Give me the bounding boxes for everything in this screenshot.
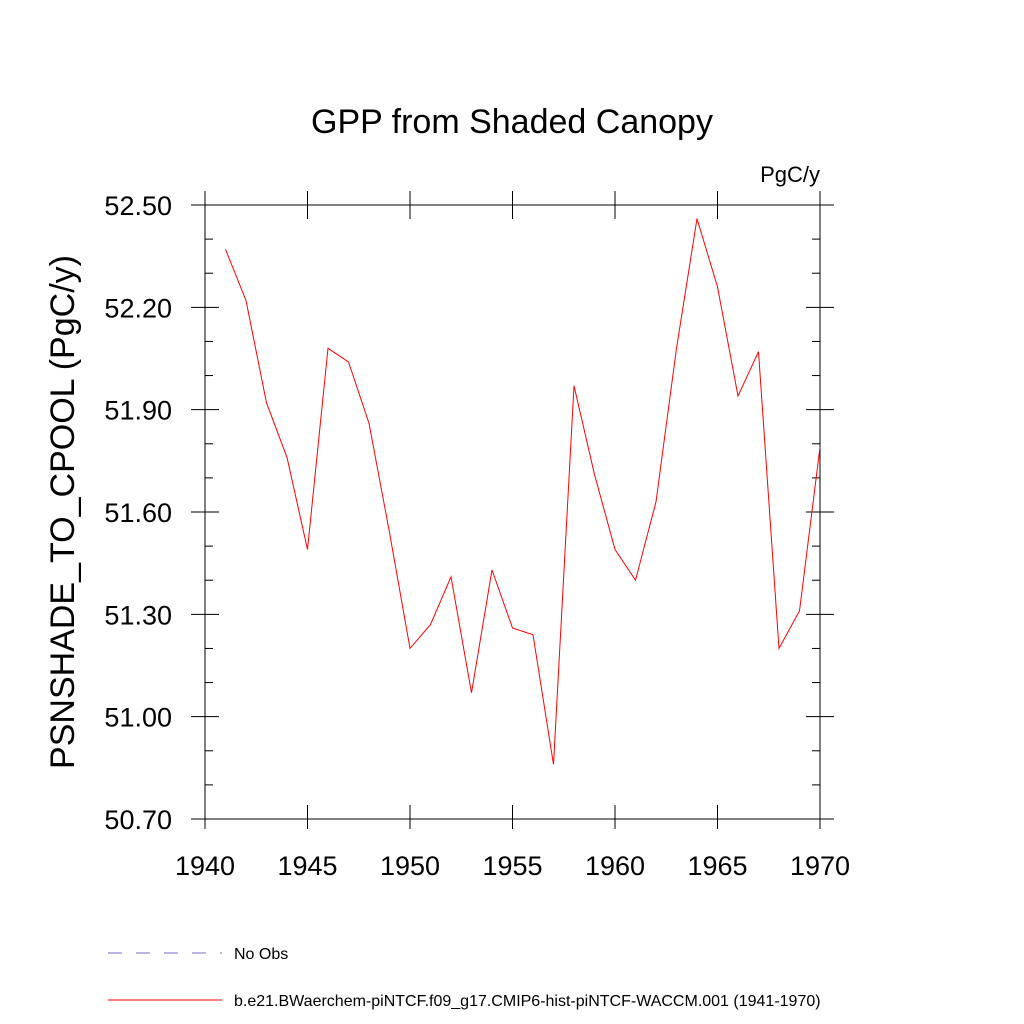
x-tick-label: 1970 [790, 851, 850, 881]
series-line [225, 218, 821, 765]
x-tick-label: 1960 [585, 851, 645, 881]
legend-label: b.e21.BWaerchem-piNTCF.f09_g17.CMIP6-his… [234, 993, 821, 1010]
x-tick-label: 1965 [687, 851, 747, 881]
tick-labels: 1940 1945 1950 1955 1960 1965 1970 50.70 51.00 51… [104, 191, 850, 881]
x-tick-label: 1950 [380, 851, 440, 881]
y-tick-label: 50.70 [104, 805, 172, 835]
axis-ticks [191, 191, 834, 829]
legend-label: No Obs [234, 946, 288, 963]
y-tick-label: 51.60 [104, 498, 172, 528]
y-tick-label: 51.90 [104, 396, 172, 426]
x-tick-label: 1940 [175, 851, 235, 881]
y-tick-label: 51.30 [104, 600, 172, 630]
y-tick-label: 52.20 [104, 293, 172, 323]
series-layer [225, 218, 821, 765]
y-tick-label: 51.00 [104, 703, 172, 733]
chart-title: GPP from Shaded Canopy [311, 103, 713, 141]
y-axis-label: PSNSHADE_TO_CPOOL (PgC/y) [44, 255, 82, 769]
units-label: PgC/y [760, 162, 820, 187]
legend: No Obs b.e21.BWaerchem-piNTCF.f09_g17.CMI… [108, 946, 821, 1010]
x-tick-label: 1955 [482, 851, 542, 881]
plot-frame [204, 204, 821, 820]
y-tick-label: 52.50 [104, 191, 172, 221]
x-tick-label: 1945 [277, 851, 337, 881]
